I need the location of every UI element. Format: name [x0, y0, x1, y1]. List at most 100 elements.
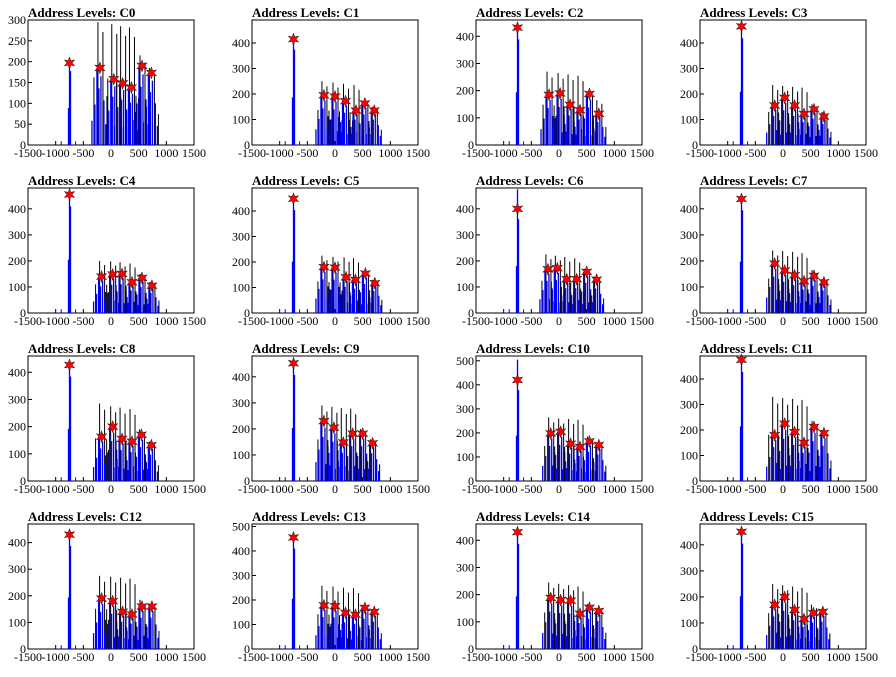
y-tick-label: 100 [232, 448, 250, 462]
y-tick-label: 200 [232, 422, 250, 436]
x-tick-label: -1000 [490, 650, 518, 664]
chart-title: Address Levels: C7 [700, 173, 808, 188]
chart-panel-14: Address Levels: C14 0 100 200 300 400 -1500 -10… [456, 509, 654, 664]
peak-marker [94, 61, 106, 75]
x-tick-label: 500 [130, 146, 148, 160]
x-tick-label: 1000 [602, 650, 626, 664]
x-tick-label: -500 [296, 146, 318, 160]
y-tick-label: 100 [8, 96, 26, 110]
peak-marker [145, 438, 158, 452]
plot-frame [251, 523, 419, 650]
peak-marker [368, 605, 381, 619]
peak-marker [511, 525, 524, 539]
y-tick-label: 300 [456, 56, 474, 70]
peak-marker [359, 96, 371, 111]
x-tick-label: -1000 [490, 146, 518, 160]
y-tick-label: 300 [456, 402, 474, 416]
x-tick-label: 0 [108, 314, 114, 328]
x-tick-label: 1500 [630, 314, 654, 328]
y-tick-label: 100 [680, 448, 698, 462]
peak-marker [564, 98, 576, 112]
peak-marker [593, 604, 605, 618]
peak-marker [583, 87, 596, 101]
x-tick-label: -1000 [266, 482, 294, 496]
y-tick-label: 100 [232, 112, 250, 126]
y-tick-label: 100 [232, 617, 250, 631]
y-tick-label: 400 [232, 544, 250, 558]
peak-marker [366, 436, 379, 450]
x-tick-label: -500 [72, 650, 94, 664]
peak-marker [768, 428, 781, 442]
x-tick-label: 0 [108, 650, 114, 664]
peak-marker [788, 425, 801, 439]
x-tick-label: -500 [744, 314, 766, 328]
chart-panel-11: Address Levels: C11 0 100 200 300 400 -1500 -10… [680, 341, 878, 496]
chart-panel-8: Address Levels: C8 0 100 200 300 400 -1500 -100… [8, 341, 206, 496]
peak-marker [95, 591, 108, 606]
y-tick-label: 100 [8, 447, 26, 461]
peak-marker [570, 272, 583, 286]
peak-marker [511, 373, 524, 387]
y-tick-label: 200 [232, 255, 250, 269]
chart-panel-1: Address Levels: C1 0 100 200 300 400 -1500 -100… [232, 5, 430, 160]
y-tick-label: 400 [8, 536, 26, 550]
peak-marker [136, 271, 148, 285]
x-tick-label: 1000 [378, 146, 402, 160]
chart-panel-3: Address Levels: C3 0 100 200 300 400 -1500 -100… [680, 5, 878, 160]
peak-marker [778, 590, 791, 604]
chart-panel-4: Address Levels: C4 0 100 200 300 400 -1500 -100… [8, 173, 206, 328]
y-tick-label: 100 [680, 616, 698, 630]
x-tick-label: 0 [780, 314, 786, 328]
peak-marker [63, 56, 76, 70]
chart-panel-0: Address Levels: C0 0 50 100 150 200 250 300 -150… [8, 5, 206, 160]
x-tick-label: 1500 [406, 482, 430, 496]
x-tick-label: 500 [802, 146, 820, 160]
peak-marker [735, 192, 748, 206]
peak-marker [554, 86, 566, 100]
x-tick-label: 500 [354, 482, 372, 496]
y-tick-label: 300 [680, 564, 698, 578]
x-tick-label: 1000 [826, 314, 850, 328]
y-tick-label: 400 [8, 365, 26, 379]
y-tick-label: 200 [456, 588, 474, 602]
peak-marker [63, 187, 76, 202]
y-tick-label: 0 [692, 474, 698, 488]
y-tick-label: 300 [680, 61, 698, 75]
y-tick-label: 300 [232, 396, 250, 410]
x-tick-label: 1000 [154, 314, 178, 328]
x-tick-label: 0 [332, 314, 338, 328]
x-tick-label: -500 [296, 650, 318, 664]
peak-marker [574, 103, 586, 117]
y-tick-label: 200 [680, 423, 698, 437]
y-tick-label: 0 [244, 642, 250, 656]
x-tick-label: -1500 [14, 146, 42, 160]
peak-marker [593, 438, 605, 452]
y-tick-label: 400 [232, 370, 250, 384]
peak-marker [590, 273, 603, 287]
x-tick-label: 1500 [854, 314, 878, 328]
y-tick-label: 0 [244, 306, 250, 320]
peak-marker [583, 601, 596, 615]
x-tick-label: 1000 [602, 146, 626, 160]
y-tick-label: 100 [8, 280, 26, 294]
x-tick-label: 1000 [154, 482, 178, 496]
chart-title: Address Levels: C1 [252, 5, 359, 20]
x-tick-label: 500 [802, 314, 820, 328]
x-tick-label: -1500 [462, 314, 490, 328]
peak-marker [136, 59, 148, 73]
y-tick-label: 400 [680, 202, 698, 216]
chart-title: Address Levels: C4 [28, 173, 136, 188]
peak-marker [543, 88, 555, 102]
x-tick-label: -1000 [490, 482, 518, 496]
x-tick-label: -500 [520, 482, 542, 496]
peak-marker [145, 66, 158, 80]
x-tick-label: 0 [780, 650, 786, 664]
y-tick-label: 400 [232, 204, 250, 218]
x-tick-label: -1000 [714, 482, 742, 496]
x-tick-label: -1500 [14, 314, 42, 328]
y-tick-label: 400 [456, 29, 474, 43]
x-tick-label: -1000 [42, 314, 70, 328]
peak-marker [359, 266, 372, 281]
y-tick-label: 200 [8, 420, 26, 434]
x-tick-label: -1500 [462, 650, 490, 664]
